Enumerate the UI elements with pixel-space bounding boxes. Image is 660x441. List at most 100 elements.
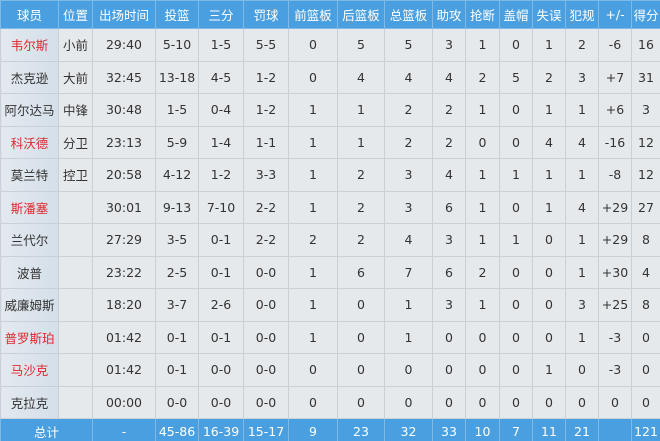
stat-cell: 8: [631, 223, 660, 257]
stat-cell: 0-1: [155, 353, 199, 387]
stat-cell: 0: [532, 288, 566, 322]
total-cell: 45-86: [155, 418, 199, 441]
column-header[interactable]: 前篮板: [288, 0, 338, 29]
player-name[interactable]: 威廉姆斯: [0, 288, 59, 322]
stat-cell: 0: [598, 385, 632, 419]
stat-cell: 7: [384, 255, 433, 289]
stat-cell: 0-0: [243, 255, 289, 289]
stat-cell: 01:42: [92, 320, 156, 354]
stat-cell: 0-1: [198, 223, 244, 257]
stat-cell: 16: [631, 28, 660, 62]
stat-cell: 32:45: [92, 60, 156, 94]
stat-cell: 大前: [58, 60, 93, 94]
column-header[interactable]: 助攻: [432, 0, 466, 29]
column-header[interactable]: 罚球: [243, 0, 289, 29]
stat-cell: 0-0: [243, 385, 289, 419]
stat-cell: 1: [532, 93, 566, 127]
stat-cell: 5-9: [155, 125, 199, 159]
stat-cell: 0: [532, 320, 566, 354]
column-header[interactable]: 投篮: [155, 0, 199, 29]
player-row: 韦尔斯 小前 29:40 5-10 1-5 5-5 0 5 5 3 1 0 1 2 -6 16: [0, 28, 660, 62]
player-name[interactable]: 韦尔斯: [0, 28, 59, 62]
column-header[interactable]: 后篮板: [337, 0, 385, 29]
column-header[interactable]: 位置: [58, 0, 93, 29]
column-header[interactable]: 出场时间: [92, 0, 156, 29]
player-name[interactable]: 阿尔达马: [0, 93, 59, 127]
stat-cell: 0: [631, 320, 660, 354]
total-cell: 21: [565, 418, 599, 441]
stat-cell: 4: [337, 60, 385, 94]
stat-cell: 1: [288, 288, 338, 322]
stat-cell: 7-10: [198, 190, 244, 224]
total-cell: 总计: [0, 418, 93, 441]
stat-cell: 1: [288, 125, 338, 159]
column-header[interactable]: 犯规: [565, 0, 599, 29]
column-header[interactable]: 盖帽: [499, 0, 533, 29]
player-name[interactable]: 波普: [0, 255, 59, 289]
stat-cell: +29: [598, 223, 632, 257]
stat-cell: 3-7: [155, 288, 199, 322]
stat-cell: 0: [532, 385, 566, 419]
column-header[interactable]: 总篮板: [384, 0, 433, 29]
player-name[interactable]: 莫兰特: [0, 158, 59, 192]
player-row: 科沃德 分卫 23:13 5-9 1-4 1-1 1 1 2 2 0 0 4 4 -16 12: [0, 125, 660, 159]
stat-cell: 3: [631, 93, 660, 127]
stat-cell: 0: [499, 93, 533, 127]
stat-cell: 1: [337, 93, 385, 127]
player-name[interactable]: 科沃德: [0, 125, 59, 159]
total-cell: 9: [288, 418, 338, 441]
stat-cell: 30:01: [92, 190, 156, 224]
stat-cell: 1: [384, 320, 433, 354]
player-name[interactable]: 斯潘塞: [0, 190, 59, 224]
stat-cell: 0: [499, 320, 533, 354]
player-name[interactable]: 兰代尔: [0, 223, 59, 257]
column-header[interactable]: 三分: [198, 0, 244, 29]
stat-cell: 3: [384, 190, 433, 224]
player-row: 阿尔达马 中锋 30:48 1-5 0-4 1-2 1 1 2 2 1 0 1 1 +6 3: [0, 93, 660, 127]
stat-cell: 1: [565, 255, 599, 289]
stat-cell: 2: [432, 93, 466, 127]
total-cell: 23: [337, 418, 385, 441]
stat-cell: 2: [337, 223, 385, 257]
stat-cell: -3: [598, 320, 632, 354]
player-row: 克拉克 00:00 0-0 0-0 0-0 0 0 0 0 0 0 0 0 0 0: [0, 385, 660, 419]
stat-cell: 5-5: [243, 28, 289, 62]
stat-cell: 6: [337, 255, 385, 289]
stat-cell: 3: [432, 28, 466, 62]
column-header[interactable]: 得分: [631, 0, 660, 29]
stat-cell: 4: [532, 125, 566, 159]
stat-cell: [58, 190, 93, 224]
stat-cell: 0: [384, 385, 433, 419]
stat-cell: 5: [337, 28, 385, 62]
stat-cell: [58, 288, 93, 322]
column-header[interactable]: 抢断: [465, 0, 500, 29]
stat-cell: 0-1: [198, 320, 244, 354]
column-header[interactable]: 失误: [532, 0, 566, 29]
player-name[interactable]: 马沙克: [0, 353, 59, 387]
stat-cell: 2: [384, 125, 433, 159]
stat-cell: 2-6: [198, 288, 244, 322]
player-name[interactable]: 克拉克: [0, 385, 59, 419]
stat-cell: 1-4: [198, 125, 244, 159]
stat-cell: [58, 353, 93, 387]
stat-cell: 1-2: [243, 60, 289, 94]
stat-cell: 1: [288, 158, 338, 192]
stat-cell: 0: [499, 385, 533, 419]
player-row: 兰代尔 27:29 3-5 0-1 2-2 2 2 4 3 1 1 0 1 +29 8: [0, 223, 660, 257]
column-header[interactable]: +/-: [598, 0, 632, 29]
player-row: 杰克逊 大前 32:45 13-18 4-5 1-2 0 4 4 4 2 5 2 3 +7 31: [0, 60, 660, 94]
stat-cell: 3: [565, 288, 599, 322]
stat-cell: 1: [565, 93, 599, 127]
stat-cell: 1: [532, 353, 566, 387]
stat-cell: 0: [565, 385, 599, 419]
stat-cell: 5: [499, 60, 533, 94]
column-header[interactable]: 球员: [0, 0, 59, 29]
player-name[interactable]: 杰克逊: [0, 60, 59, 94]
stat-cell: 0-0: [243, 353, 289, 387]
stat-cell: 4: [432, 158, 466, 192]
stat-cell: 0: [499, 28, 533, 62]
stat-cell: 0-1: [155, 320, 199, 354]
stat-cell: 0: [432, 385, 466, 419]
player-name[interactable]: 普罗斯珀: [0, 320, 59, 354]
stat-cell: 0: [499, 125, 533, 159]
